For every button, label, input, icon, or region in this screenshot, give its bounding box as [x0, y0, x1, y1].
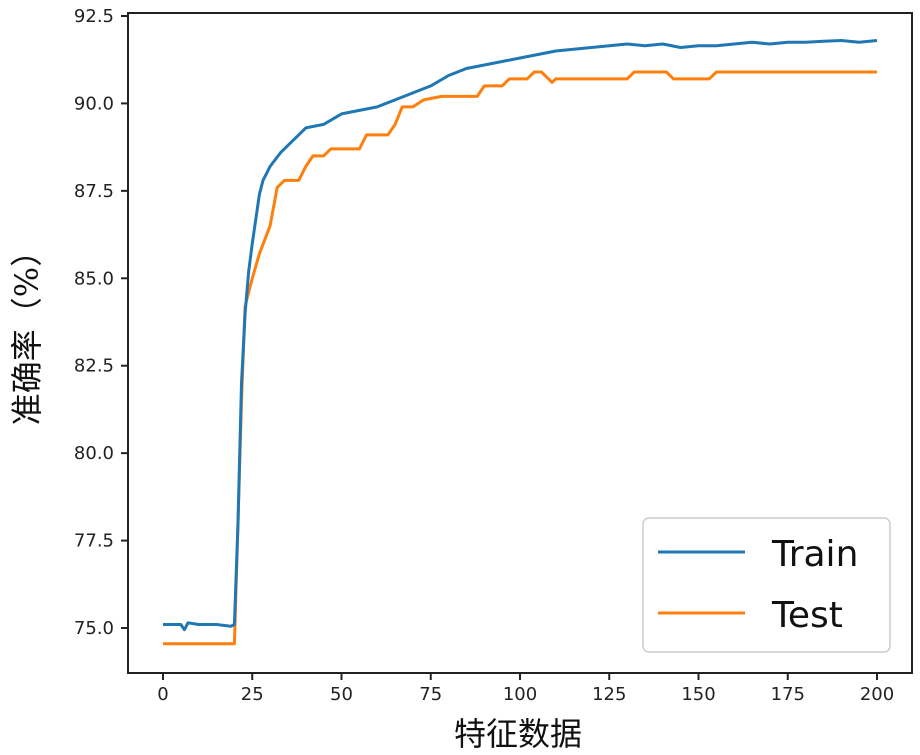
y-axis-ticks: 75.0 77.5 80.0 82.5 85.0 87.5 90.0 92.5 [74, 6, 128, 639]
y-tick-label: 87.5 [74, 181, 114, 202]
x-tick-label: 200 [860, 684, 894, 705]
y-tick-label: 90.0 [74, 93, 114, 114]
x-tick-label: 100 [503, 684, 537, 705]
plot-lines [163, 39, 878, 646]
x-tick-label: 50 [330, 684, 353, 705]
y-tick-label: 80.0 [74, 443, 114, 464]
series-line-test [163, 70, 877, 646]
legend-label-train: Train [771, 534, 858, 575]
series-line-train [163, 39, 878, 632]
x-axis-label: 特征数据 [454, 715, 582, 753]
x-tick-label: 125 [592, 684, 626, 705]
y-tick-label: 92.5 [74, 6, 114, 27]
x-tick-label: 175 [771, 684, 805, 705]
x-tick-label: 150 [681, 684, 715, 705]
y-axis-label: 准确率（%） [8, 235, 46, 425]
y-tick-label: 85.0 [74, 268, 114, 289]
legend-label-test: Test [771, 595, 843, 636]
y-tick-label: 75.0 [74, 618, 114, 639]
x-tick-label: 75 [419, 684, 442, 705]
x-axis-ticks: 0 25 50 75 100 125 150 175 200 [157, 673, 894, 705]
x-tick-label: 25 [241, 684, 264, 705]
y-tick-label: 77.5 [74, 531, 114, 552]
x-tick-label: 0 [157, 684, 168, 705]
y-tick-label: 82.5 [74, 356, 114, 377]
legend: Train Test [642, 517, 891, 653]
